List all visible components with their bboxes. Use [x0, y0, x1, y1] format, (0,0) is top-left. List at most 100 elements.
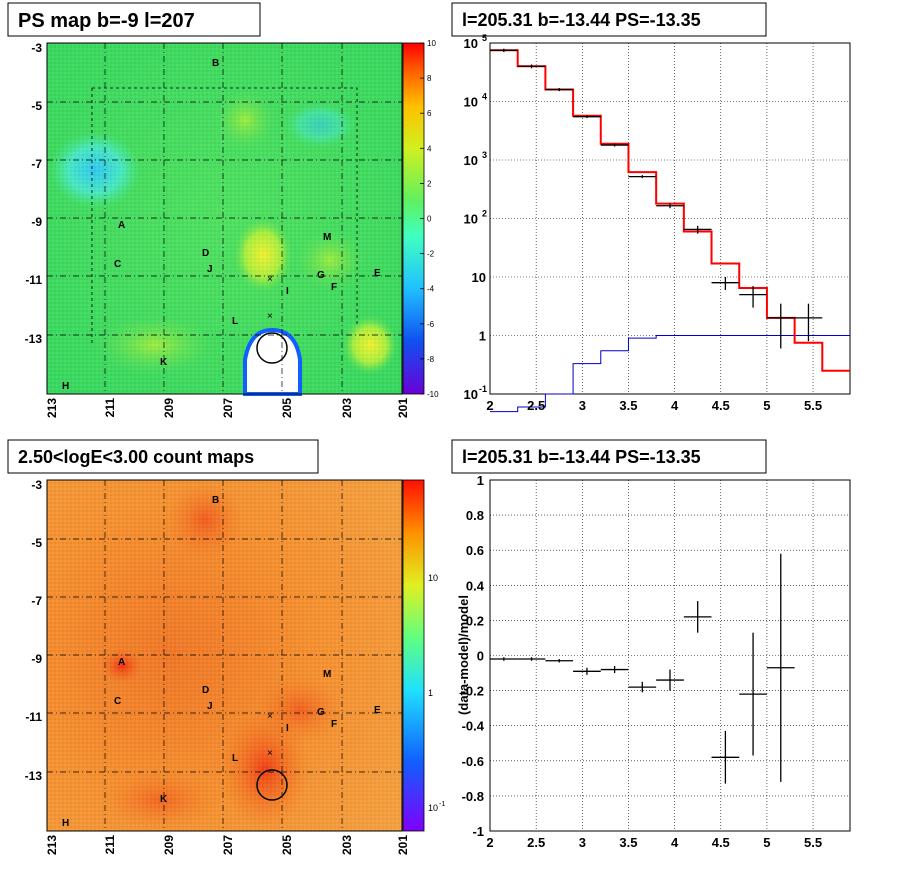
map-source-label: A	[118, 220, 125, 231]
spectrum-x-tick: 2.5	[527, 398, 545, 413]
map-source-label: C	[114, 259, 121, 270]
residual-x-tick: 4	[671, 835, 679, 850]
spectrum-y-tick: 1	[479, 329, 486, 344]
residual-y-label: (data-model)/model	[456, 595, 471, 715]
colorbar-tick-label: 6	[427, 109, 432, 118]
residual-title-box	[451, 439, 767, 474]
map-x-tick: 207	[221, 398, 235, 418]
map-y-tick: -13	[25, 332, 43, 346]
map-x-tick: 211	[103, 835, 117, 855]
spectrum-y-tick-exponent: 5	[482, 33, 487, 43]
spectrum-x-tick: 5	[763, 398, 770, 413]
map-source-label: C	[114, 696, 121, 707]
map-source-label: M	[323, 232, 331, 243]
map-source-label: H	[62, 818, 69, 829]
count-map-x-ticks: 213 211 209 207 205 203 201	[45, 835, 410, 855]
map-source-label: E	[374, 705, 381, 716]
residual-x-tick: 3.5	[619, 835, 637, 850]
residual-series	[490, 553, 795, 784]
ps-map-cross-1: ×	[267, 274, 273, 285]
residual-y-tick: -0.2	[462, 684, 484, 699]
map-source-label: B	[212, 58, 219, 69]
ps-map-title: PS map b=-9 l=207	[18, 10, 195, 32]
map-source-label: H	[62, 381, 69, 392]
count-map-source-labels: B A C DJ M GF E I L K H	[62, 495, 381, 829]
map-y-tick: -7	[31, 157, 42, 171]
residual-y-ticks: 1 0.8 0.6 0.4 0.2 0 -0.2 -0.4 -0.6 -0.8 -1	[462, 473, 485, 839]
colorbar-tick-label: 0	[427, 215, 432, 224]
map-source-label: F	[331, 719, 337, 730]
residual-y-tick: 0.2	[466, 613, 484, 628]
spectrum-x-tick: 3.5	[619, 398, 637, 413]
spectrum-y-tick: 10	[464, 36, 478, 51]
count-map-colorbar	[402, 479, 425, 832]
ps-map-panel: PS map b=-9 l=207	[7, 2, 439, 418]
colorbar-tick-label: -6	[427, 320, 435, 329]
count-cbar-tick-01-exp: -1	[439, 801, 445, 808]
residual-y-tick: -0.4	[462, 719, 485, 734]
spectrum-panel: l=205.31 b=-13.44 PS=-13.35 2 2.5 3 3.5 4 4.5…	[451, 2, 851, 413]
map-source-label: A	[118, 657, 125, 668]
spectrum-y-tick-exponent: -1	[479, 384, 487, 394]
count-ps-position-circle	[256, 769, 288, 801]
colorbar-tick-label: -10	[427, 390, 439, 399]
map-source-label: J	[207, 701, 213, 712]
map-source-label: J	[207, 264, 213, 275]
count-map-panel: 2.50<logE<3.00 count maps × × B A C DJ M GF	[7, 439, 445, 855]
count-map-colorbar-ticks: 10 1 10 -1	[428, 573, 445, 813]
spectrum-x-ticks: 2 2.5 3 3.5 4 4.5 5 5.5	[486, 398, 822, 413]
spectrum-y-tick: 10	[472, 270, 486, 285]
spectrum-y-tick: 10	[464, 95, 478, 110]
colorbar-tick-label: -4	[427, 285, 435, 294]
count-map-y-ticks: -3 -5 -7 -9 -11 -13	[25, 478, 43, 783]
map-x-tick: 203	[340, 835, 354, 855]
colorbar-tick-label: -8	[427, 355, 435, 364]
count-map-image	[47, 480, 402, 831]
spectrum-x-tick: 4.5	[712, 398, 730, 413]
colorbar-tick-label: 4	[427, 144, 432, 153]
map-source-label: L	[232, 316, 238, 327]
count-map-grid	[47, 480, 402, 831]
count-map-title-box	[7, 439, 319, 474]
map-y-tick: -13	[25, 769, 43, 783]
residual-x-tick: 2.5	[527, 835, 545, 850]
map-y-tick: -9	[31, 652, 42, 666]
residual-y-tick: 0	[477, 649, 484, 664]
map-x-tick: 209	[162, 835, 176, 855]
count-cbar-tick-01: 10	[428, 803, 438, 813]
colorbar-tick-label: -2	[427, 250, 435, 259]
map-source-label: I	[286, 723, 289, 734]
ps-map-colorbar-ticks: 10 8 6 4 2 0 -2 -4 -6 -8 -10	[420, 39, 439, 399]
map-x-tick: 211	[103, 398, 117, 418]
residual-x-ticks: 2 2.5 3 3.5 4 4.5 5 5.5	[486, 835, 822, 850]
map-source-label: D	[202, 685, 209, 696]
residual-y-tick: 1	[477, 473, 484, 488]
colorbar-tick-label: 2	[427, 179, 432, 188]
spectrum-y-tick-exponent: 3	[482, 150, 487, 160]
ps-map-image	[47, 43, 402, 396]
residual-x-tick: 5	[763, 835, 770, 850]
spectrum-y-tick-exponent: 4	[482, 92, 487, 102]
ps-map-x-ticks: 213 211 209 207 205 203 201	[45, 398, 410, 418]
ps-map-frame	[46, 42, 403, 395]
residual-panel: l=205.31 b=-13.44 PS=-13.35 2 2.5 3 3.5 4 4.5…	[451, 439, 851, 850]
ps-map-cross-2: ×	[267, 311, 273, 322]
residual-x-tick: 4.5	[712, 835, 730, 850]
residual-title: l=205.31 b=-13.44 PS=-13.35	[462, 447, 701, 467]
map-x-tick: 205	[280, 398, 294, 418]
map-y-tick: -11	[25, 273, 42, 287]
map-source-label: K	[160, 794, 168, 805]
map-source-label: F	[331, 282, 337, 293]
map-y-tick: -3	[31, 478, 42, 492]
spectrum-component-line	[490, 335, 850, 413]
residual-y-tick: -0.8	[462, 789, 484, 804]
map-y-tick: -9	[31, 215, 42, 229]
count-map-title: 2.50<logE<3.00 count maps	[18, 447, 254, 467]
colorbar-tick-label: 10	[427, 39, 436, 48]
map-source-label: M	[323, 669, 331, 680]
spectrum-y-tick: 10	[464, 153, 478, 168]
map-source-label: L	[232, 753, 238, 764]
count-map-cross-2: ×	[267, 748, 273, 759]
map-x-tick: 209	[162, 398, 176, 418]
